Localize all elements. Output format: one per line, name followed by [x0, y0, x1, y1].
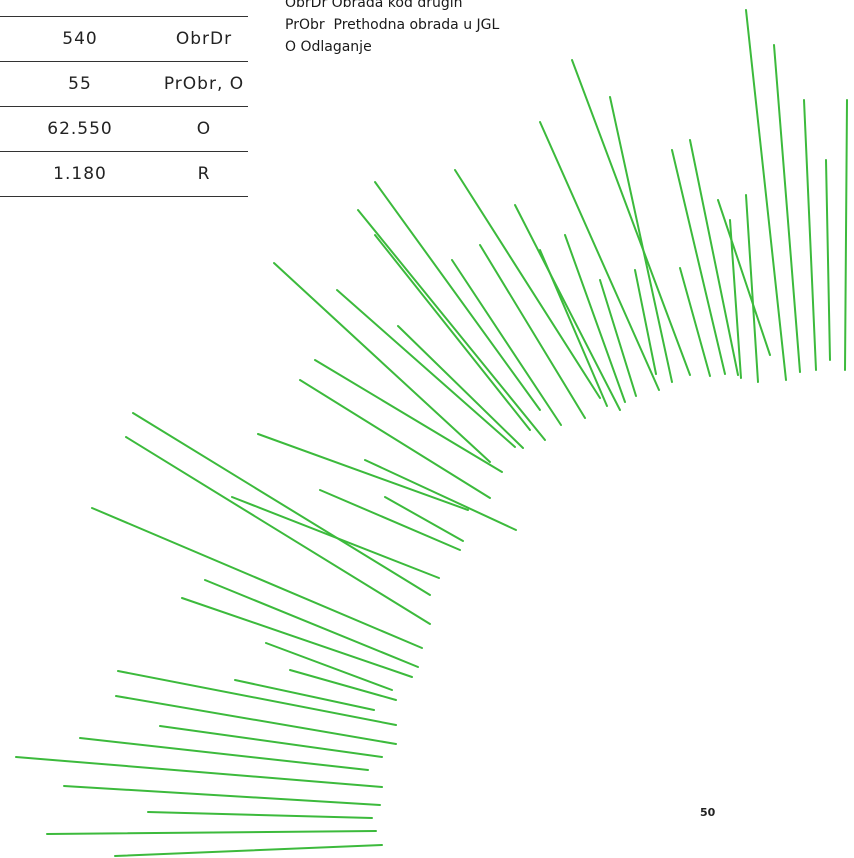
legend-item-o: O Odlaganje [285, 39, 372, 55]
decorative-line [729, 219, 742, 379]
decorative-line [479, 244, 586, 419]
decorative-line [336, 289, 516, 448]
decorative-line [384, 496, 464, 542]
page-number: 50 [700, 806, 716, 819]
decorative-line [147, 811, 373, 819]
decorative-line [159, 725, 383, 758]
code-cell: PrObr, O [163, 74, 245, 94]
decorative-line [773, 44, 801, 373]
decorative-line [803, 99, 817, 371]
legend-item-obrdr: ObrDr Obrada kod drugih [285, 0, 463, 11]
code-cell: O [196, 119, 212, 139]
quantity-cell: 1.180 [53, 164, 107, 184]
decorative-line [514, 204, 621, 411]
decorative-line [717, 199, 771, 356]
decorative-line [825, 159, 831, 361]
table-row: 1.180 R [0, 152, 248, 197]
code-cell: ObrDr [175, 29, 233, 49]
table-row: 62.550 O [0, 107, 248, 152]
decorative-line [231, 496, 440, 579]
decorative-line [357, 209, 546, 441]
decorative-line [132, 412, 431, 596]
decorative-line [397, 325, 524, 449]
quantity-cell: 55 [68, 74, 92, 94]
decorative-line [671, 149, 726, 375]
decorative-line [91, 507, 423, 649]
decorative-line [539, 249, 608, 407]
decorative-line [15, 756, 383, 788]
decorative-line [234, 679, 375, 711]
legend-item-probr: PrObr Prethodna obrada u JGL [285, 17, 500, 33]
decorative-line [374, 234, 531, 431]
waste-table: 540 ObrDr 55 PrObr, O 62.550 O 1.180 R [0, 16, 248, 197]
decorative-line [599, 279, 637, 397]
decorative-line [257, 433, 469, 511]
decorative-line [745, 9, 787, 381]
decorative-line [117, 670, 397, 726]
decorative-line [679, 267, 711, 377]
decorative-line [46, 830, 377, 835]
abbreviation-legend: ObrDr Obrada kod drugih PrObr Prethodna … [285, 0, 499, 58]
decorative-line [454, 169, 601, 399]
decorative-line [374, 181, 541, 411]
decorative-line [364, 459, 517, 531]
decorative-line [299, 379, 491, 499]
decorative-line [564, 234, 626, 403]
table-row: 55 PrObr, O [0, 62, 248, 107]
code-cell: R [197, 164, 211, 184]
decorative-line [204, 579, 419, 668]
decorative-line [273, 262, 491, 463]
decorative-line [844, 99, 848, 371]
decorative-line [571, 59, 691, 376]
decorative-line [539, 121, 660, 391]
decorative-line [115, 695, 397, 745]
decorative-line [79, 737, 369, 771]
table-row: 540 ObrDr [0, 17, 248, 62]
decorative-line [745, 194, 759, 383]
decorative-line [114, 844, 383, 857]
decorative-line [265, 642, 393, 691]
decorative-line [634, 269, 657, 375]
quantity-cell: 540 [62, 29, 98, 49]
decorative-line [451, 259, 562, 426]
decorative-line [319, 489, 461, 551]
quantity-cell: 62.550 [47, 119, 113, 139]
decorative-line [689, 139, 739, 376]
decorative-line [63, 785, 381, 806]
decorative-line [609, 96, 673, 383]
decorative-line [289, 669, 397, 701]
table-top-rule [0, 16, 248, 17]
decorative-line [125, 436, 431, 625]
decorative-line [314, 359, 503, 473]
decorative-line [181, 597, 413, 678]
